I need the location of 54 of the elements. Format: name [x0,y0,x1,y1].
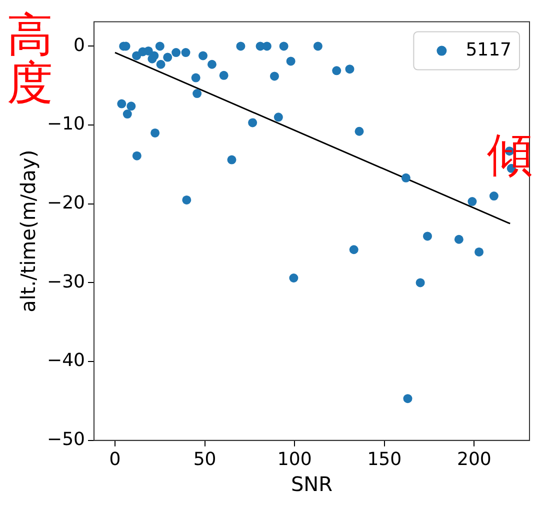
point [489,192,498,201]
x-tick-label: 50 [193,448,216,470]
point [219,70,228,80]
y-tick-label: −50 [46,429,85,450]
y-tick-label: 0 [74,34,85,56]
point [345,64,354,74]
point [192,89,202,98]
point [354,126,364,136]
point [132,151,142,160]
point [155,42,164,51]
y-axis-title: alt./time(m/day) [16,150,40,312]
point [227,155,236,164]
point [279,42,288,51]
x-tick-label: 200 [457,448,492,470]
point [313,42,322,51]
y-tick-label: −20 [46,192,85,214]
point [191,73,200,82]
point [207,60,216,69]
point [332,66,342,76]
point [126,102,136,111]
point [349,245,358,254]
x-tick-label: 100 [277,448,312,470]
point [150,128,160,138]
point [416,278,425,288]
x-tick-label: 150 [367,448,402,470]
y-tick-label: −40 [46,350,85,372]
point [422,232,432,241]
point [401,173,410,182]
point [454,234,464,244]
point [181,48,190,58]
legend-label: 5117 [466,39,512,60]
point [163,52,172,62]
text: 高度 [7,8,53,109]
point [236,42,246,51]
point [182,195,192,204]
point [198,51,208,60]
y-tick-label: −30 [46,271,85,292]
point [144,46,153,56]
point [248,118,258,128]
point [403,394,412,404]
point [172,48,181,58]
point [289,274,298,283]
point [274,112,283,122]
point [286,56,296,66]
x-tick-label: 0 [109,448,121,470]
point [122,110,132,119]
point [474,247,484,256]
point [156,60,166,69]
point [117,99,126,108]
point [150,51,159,60]
y-tick-label: −10 [46,114,85,135]
x-axis-title: SNR [290,472,333,496]
point [468,197,477,206]
point [270,72,279,81]
